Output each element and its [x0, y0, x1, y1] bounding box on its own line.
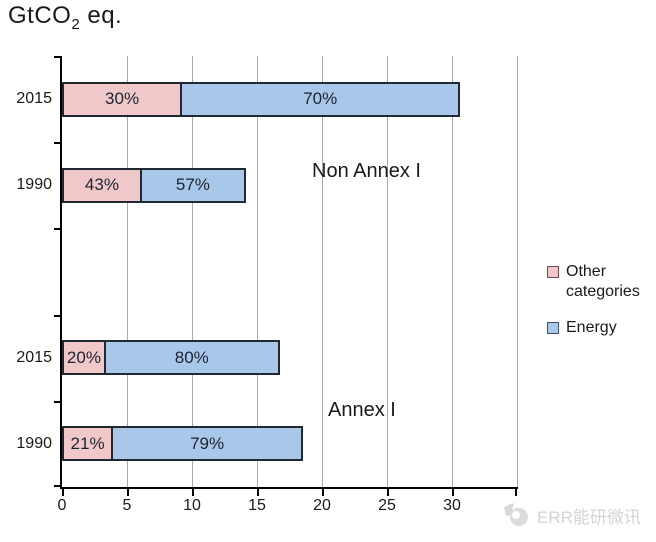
- y-axis-tick: [54, 400, 62, 403]
- x-axis-tick: [127, 487, 129, 496]
- bar-segment-other-categories: 43%: [62, 167, 142, 203]
- category-label-1990: 1990: [16, 176, 52, 194]
- gridline-15: [256, 56, 258, 487]
- x-axis-tick: [192, 487, 194, 496]
- x-axis-tick: [452, 487, 454, 496]
- gridline-20: [321, 56, 323, 487]
- segment-percent-label: 79%: [190, 433, 225, 453]
- segment-percent-label: 43%: [84, 175, 119, 195]
- legend-swatch-other-categories: [547, 266, 559, 278]
- x-tick-label: 30: [443, 497, 461, 514]
- segment-percent-label: 57%: [175, 175, 210, 195]
- x-axis-tick: [515, 487, 517, 496]
- x-axis-tick: [387, 487, 389, 496]
- chart-legend: Other categories Energy: [547, 262, 653, 354]
- segment-percent-label: 20%: [66, 347, 101, 367]
- page-title: GtCO2 eq.: [8, 2, 122, 33]
- y-axis-tick: [54, 142, 62, 145]
- annotation-non-annex-i: Non Annex I: [312, 160, 421, 182]
- y-axis-tick: [54, 56, 62, 58]
- bar-segment-other-categories: 30%: [62, 81, 183, 117]
- segment-percent-label: 80%: [174, 347, 209, 367]
- x-tick-label: 20: [313, 497, 331, 514]
- watermark-logo: [504, 503, 528, 526]
- segment-percent-label: 70%: [303, 89, 338, 109]
- x-tick-label: 25: [378, 497, 396, 514]
- y-axis-tick: [54, 228, 62, 231]
- legend-label-energy: Energy: [566, 319, 617, 336]
- bar-segment-energy: 80%: [103, 340, 280, 376]
- category-label-2015: 2015: [16, 348, 52, 366]
- category-label-2015: 2015: [16, 90, 52, 108]
- x-tick-label: 0: [57, 497, 67, 514]
- x-tick-label: 5: [122, 497, 132, 514]
- annotation-annex-i: Annex I: [328, 399, 396, 421]
- gridline-35: [516, 56, 518, 487]
- title-subscript: 2: [71, 15, 81, 33]
- y-axis-tick: [54, 314, 62, 317]
- bar-segment-energy: 79%: [111, 426, 304, 462]
- bar-segment-energy: 70%: [180, 81, 461, 117]
- bar-row-annex-i-1990: 21% 79%: [62, 426, 304, 462]
- title-prefix: GtCO: [8, 2, 72, 29]
- legend-label-other-categories: Other categories: [566, 263, 640, 300]
- bar-row-non-annex-i-1990: 43% 57%: [62, 167, 246, 203]
- legend-swatch-energy: [547, 322, 559, 334]
- legend-item-energy: Energy: [547, 318, 653, 338]
- gridline-25: [386, 56, 388, 487]
- gridline-30: [451, 56, 453, 487]
- legend-item-other-categories: Other categories: [547, 262, 653, 302]
- bar-segment-energy: 57%: [139, 167, 246, 203]
- gridline-10: [191, 56, 193, 487]
- x-axis-tick: [257, 487, 259, 496]
- x-axis-tick: [62, 487, 64, 496]
- x-tick-label: 10: [183, 497, 201, 514]
- bar-segment-other-categories: 21%: [62, 426, 114, 462]
- segment-percent-label: 30%: [105, 89, 140, 109]
- watermark: ERR能研微讯: [502, 501, 641, 529]
- bar-segment-other-categories: 20%: [62, 340, 106, 376]
- x-axis-tick: [322, 487, 324, 496]
- segment-percent-label: 21%: [70, 433, 105, 453]
- watermark-text: ERR能研微讯: [537, 507, 641, 527]
- gridline-5: [126, 56, 128, 487]
- x-tick-label: 15: [248, 497, 266, 514]
- y-axis-line: [60, 56, 62, 489]
- y-axis-tick: [54, 485, 62, 487]
- category-label-1990: 1990: [16, 434, 52, 452]
- chart-plot-area: 0 5 10 15 20 25 30 30% 70% 2015 43% 57% 1990 20% 80% 20…: [16, 56, 518, 514]
- bar-row-non-annex-i-2015: 30% 70%: [62, 81, 461, 117]
- title-suffix: eq.: [80, 2, 123, 29]
- bar-row-annex-i-2015: 20% 80%: [62, 340, 280, 376]
- x-axis-line: [60, 487, 518, 489]
